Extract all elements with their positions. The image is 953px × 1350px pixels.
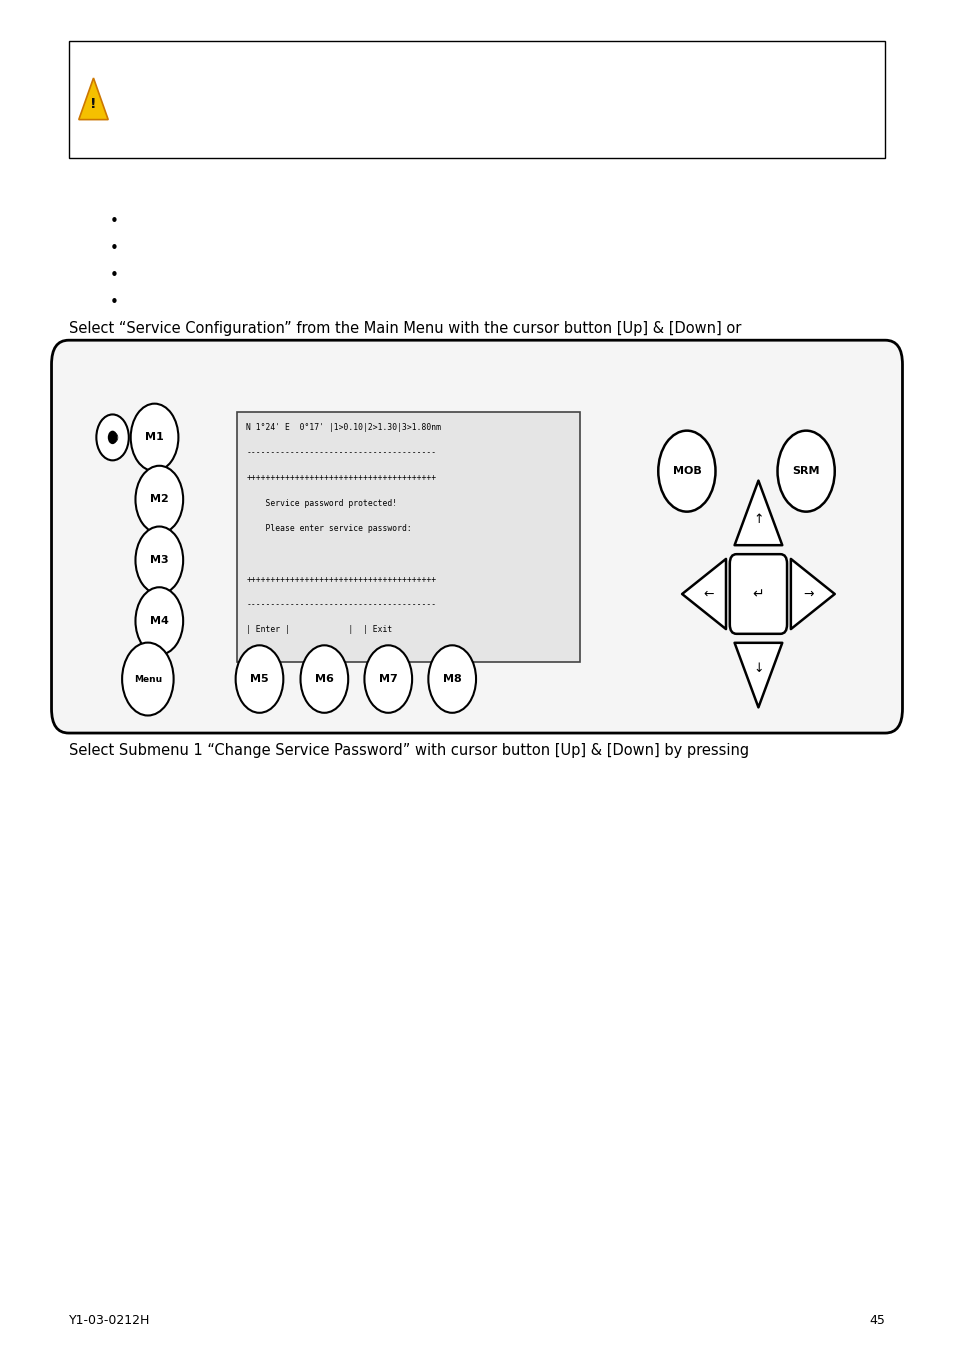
Polygon shape xyxy=(734,481,781,545)
Circle shape xyxy=(135,587,183,655)
Text: M5: M5 xyxy=(250,674,269,684)
Text: ←: ← xyxy=(702,587,713,601)
Text: →: → xyxy=(802,587,813,601)
FancyBboxPatch shape xyxy=(51,340,902,733)
Text: ↑: ↑ xyxy=(752,513,763,525)
FancyBboxPatch shape xyxy=(69,40,884,158)
Text: M4: M4 xyxy=(150,616,169,626)
Circle shape xyxy=(235,645,283,713)
Circle shape xyxy=(300,645,348,713)
Text: 45: 45 xyxy=(868,1314,884,1327)
Text: ○: ○ xyxy=(107,431,118,444)
Text: SRM: SRM xyxy=(792,466,819,477)
Text: | Enter |            |  | Exit: | Enter | | | Exit xyxy=(246,625,392,634)
Text: •: • xyxy=(110,213,118,230)
Circle shape xyxy=(122,643,173,716)
Polygon shape xyxy=(790,559,834,629)
Text: ---------------------------------------: --------------------------------------- xyxy=(246,599,436,609)
Circle shape xyxy=(108,431,117,444)
Text: ↵: ↵ xyxy=(752,587,763,601)
Text: Select Submenu 1 “Change Service Password” with cursor button [Up] & [Down] by p: Select Submenu 1 “Change Service Passwor… xyxy=(69,743,748,759)
Circle shape xyxy=(131,404,178,471)
FancyBboxPatch shape xyxy=(729,554,786,634)
Text: Y1-03-0212H: Y1-03-0212H xyxy=(69,1314,150,1327)
Circle shape xyxy=(135,526,183,594)
Text: •: • xyxy=(110,294,118,310)
Circle shape xyxy=(658,431,715,512)
Polygon shape xyxy=(734,643,781,707)
Polygon shape xyxy=(681,559,725,629)
Circle shape xyxy=(96,414,129,460)
FancyBboxPatch shape xyxy=(236,412,579,662)
Text: M8: M8 xyxy=(442,674,461,684)
Text: ↓: ↓ xyxy=(752,663,763,675)
Circle shape xyxy=(428,645,476,713)
Text: •: • xyxy=(110,240,118,256)
Text: ---------------------------------------: --------------------------------------- xyxy=(246,448,436,456)
Text: M7: M7 xyxy=(378,674,397,684)
Text: Service password protected!: Service password protected! xyxy=(246,498,396,508)
Circle shape xyxy=(364,645,412,713)
Text: !: ! xyxy=(91,97,96,112)
Text: M2: M2 xyxy=(150,494,169,505)
Text: +++++++++++++++++++++++++++++++++++++++: +++++++++++++++++++++++++++++++++++++++ xyxy=(246,474,436,482)
Text: MOB: MOB xyxy=(672,466,700,477)
Text: •: • xyxy=(110,267,118,284)
Text: M6: M6 xyxy=(314,674,334,684)
Polygon shape xyxy=(79,78,108,120)
Text: +++++++++++++++++++++++++++++++++++++++: +++++++++++++++++++++++++++++++++++++++ xyxy=(246,575,436,583)
Circle shape xyxy=(135,466,183,533)
Text: M1: M1 xyxy=(145,432,164,443)
Circle shape xyxy=(777,431,834,512)
Text: Please enter service password:: Please enter service password: xyxy=(246,524,412,533)
Text: N 1°24' E  0°17' |1>0.10|2>1.30|3>1.80nm: N 1°24' E 0°17' |1>0.10|2>1.30|3>1.80nm xyxy=(246,423,440,432)
Text: M3: M3 xyxy=(150,555,169,566)
Text: Menu: Menu xyxy=(133,675,162,683)
Text: Select “Service Configuration” from the Main Menu with the cursor button [Up] & : Select “Service Configuration” from the … xyxy=(69,320,740,336)
